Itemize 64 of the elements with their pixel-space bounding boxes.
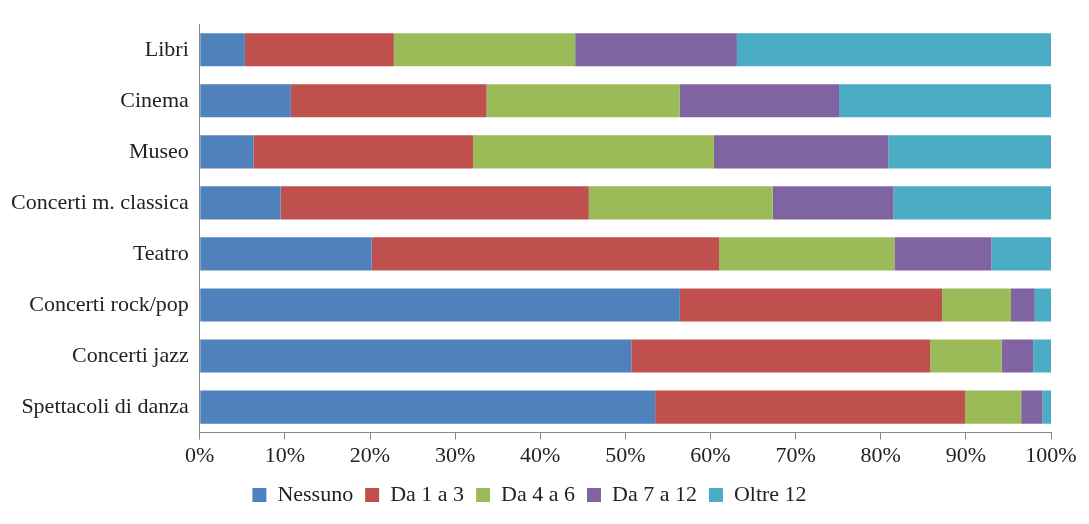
x-tick-label: 60%: [690, 441, 731, 467]
bar: [280, 186, 589, 220]
bar: [991, 237, 1051, 271]
bar: [942, 288, 1011, 322]
bar: [200, 339, 632, 373]
bar: [839, 84, 1051, 118]
x-tick-label: 80%: [860, 441, 901, 467]
bar: [393, 33, 576, 67]
x-tick-label: 90%: [945, 441, 987, 467]
bar: [244, 33, 394, 67]
bar: [893, 186, 1051, 220]
y-tick-label: Cinema: [120, 86, 189, 112]
bar: [290, 84, 487, 118]
bar: [588, 186, 773, 220]
bar: [473, 135, 714, 169]
legend-label: Da 1 a 3: [390, 480, 465, 506]
bar: [200, 33, 245, 67]
y-tick-label: Concerti jazz: [72, 341, 189, 367]
bar: [713, 135, 889, 169]
x-tick-label: 100%: [1025, 441, 1077, 467]
y-tick-label: Museo: [128, 137, 189, 163]
bar: [655, 390, 966, 424]
x-tick-label: 20%: [349, 441, 391, 467]
bar: [1033, 339, 1051, 373]
bar: [200, 84, 291, 118]
legend-label: Da 7 a 12: [611, 480, 697, 506]
bar: [1010, 288, 1035, 322]
bar: [1042, 390, 1051, 424]
bar: [1021, 390, 1043, 424]
bar: [200, 390, 656, 424]
bar: [371, 237, 720, 271]
bar: [736, 33, 1051, 67]
y-tick-label: Libri: [144, 35, 189, 61]
bar: [930, 339, 1002, 373]
legend-label: Nessuno: [277, 480, 354, 506]
x-tick-label: 0%: [185, 441, 215, 467]
bar: [772, 186, 894, 220]
x-tick-label: 30%: [434, 441, 476, 467]
x-tick-label: 10%: [264, 441, 306, 467]
bar: [719, 237, 895, 271]
y-tick-label: Teatro: [132, 239, 189, 265]
bar: [965, 390, 1022, 424]
x-tick-label: 40%: [520, 441, 561, 467]
legend-label: Oltre 12: [733, 480, 807, 506]
bar: [575, 33, 737, 67]
bar: [486, 84, 680, 118]
bar: [200, 237, 372, 271]
bar: [1034, 288, 1051, 322]
bar: [631, 339, 931, 373]
y-tick-label: Spettacoli di danza: [21, 392, 189, 418]
bar: [894, 237, 992, 271]
bar: [200, 186, 281, 220]
y-tick-label: Concerti m. classica: [10, 188, 189, 214]
bar: [679, 288, 943, 322]
bar: [200, 135, 254, 169]
bar: [200, 288, 680, 322]
x-tick-label: 50%: [605, 441, 646, 467]
y-tick-label: Concerti rock/pop: [29, 290, 189, 316]
bar: [888, 135, 1051, 169]
bar: [1001, 339, 1034, 373]
bar: [253, 135, 474, 169]
legend-label: Da 4 a 6: [501, 480, 575, 506]
bar: [679, 84, 840, 118]
x-tick-label: 70%: [775, 441, 816, 467]
